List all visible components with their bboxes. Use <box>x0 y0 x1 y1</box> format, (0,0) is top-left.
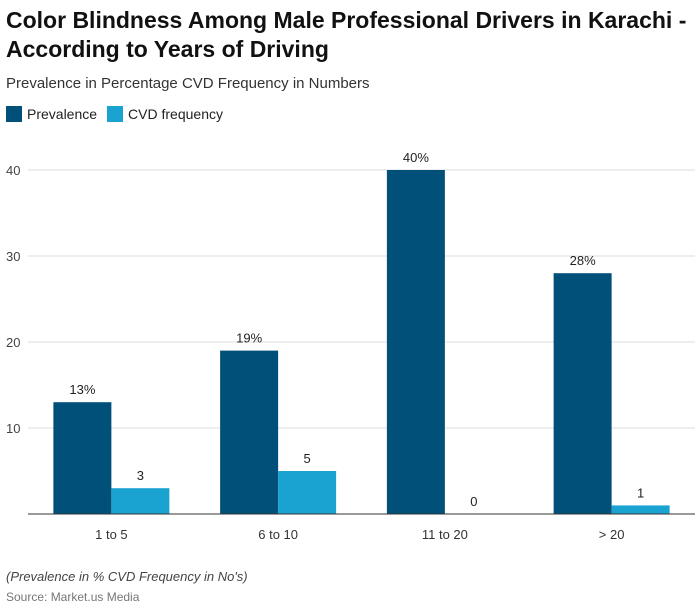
bar-cvd-frequency <box>611 505 670 514</box>
x-tick-label: 1 to 5 <box>95 527 128 542</box>
x-tick-label: > 20 <box>599 527 625 542</box>
data-label: 3 <box>137 468 144 483</box>
data-label: 5 <box>304 451 311 466</box>
legend-label: Prevalence <box>27 106 98 122</box>
legend-item-cvd-frequency[interactable]: CVD frequency <box>107 106 223 122</box>
data-label: 28% <box>570 253 596 268</box>
legend-swatch-prevalence <box>6 106 22 122</box>
bar-prevalence <box>386 170 445 514</box>
chart-source: Source: Market.us Media <box>6 590 140 604</box>
chart-subtitle: Prevalence in Percentage CVD Frequency i… <box>6 75 370 92</box>
legend-item-prevalence[interactable]: Prevalence <box>6 106 97 122</box>
bar-cvd-frequency <box>278 471 337 514</box>
y-tick-label: 30 <box>6 249 20 264</box>
data-label: 19% <box>236 331 262 346</box>
chart-title: Color Blindness Among Male Professional … <box>6 7 687 62</box>
y-tick-label: 20 <box>6 335 20 350</box>
legend: Prevalence CVD frequency <box>6 106 223 122</box>
data-label: 1 <box>637 485 644 500</box>
bar-prevalence <box>53 402 112 514</box>
data-label: 0 <box>470 494 477 509</box>
x-tick-label: 11 to 20 <box>422 527 468 542</box>
x-tick-label: 6 to 10 <box>258 527 298 542</box>
bar-prevalence <box>553 273 612 514</box>
bar-prevalence <box>220 350 279 514</box>
legend-label: CVD frequency <box>128 106 223 122</box>
y-tick-label: 10 <box>6 421 20 436</box>
legend-swatch-cvd-frequency <box>107 106 124 122</box>
chart-note: (Prevalence in % CVD Frequency in No's) <box>6 569 248 584</box>
bar-cvd-frequency <box>111 488 170 514</box>
y-tick-label: 40 <box>6 163 20 178</box>
data-label: 13% <box>69 382 95 397</box>
data-label: 40% <box>403 150 429 165</box>
